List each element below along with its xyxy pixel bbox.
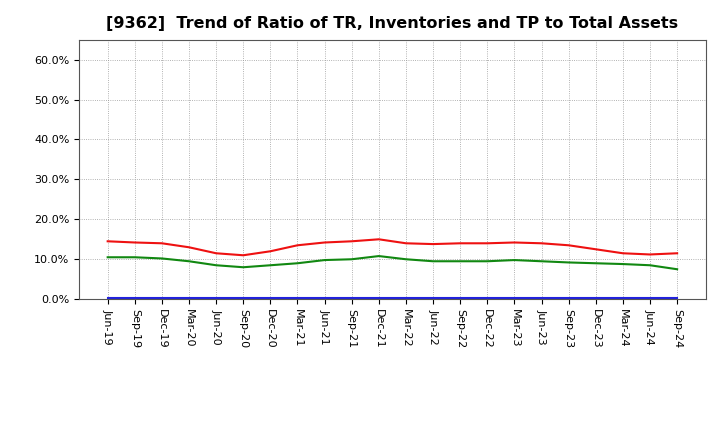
Inventories bbox=[320, 295, 329, 301]
Trade Payables bbox=[483, 259, 492, 264]
Trade Receivables bbox=[130, 240, 139, 245]
Trade Payables bbox=[266, 263, 275, 268]
Trade Receivables bbox=[185, 245, 194, 250]
Trade Receivables bbox=[212, 251, 220, 256]
Trade Payables bbox=[564, 260, 573, 265]
Trade Payables bbox=[374, 253, 383, 259]
Trade Receivables bbox=[672, 251, 681, 256]
Trade Payables bbox=[104, 255, 112, 260]
Inventories bbox=[456, 295, 464, 301]
Trade Receivables bbox=[618, 251, 627, 256]
Trade Receivables bbox=[293, 242, 302, 248]
Inventories bbox=[646, 295, 654, 301]
Trade Receivables bbox=[428, 242, 437, 247]
Trade Receivables bbox=[483, 241, 492, 246]
Inventories bbox=[185, 295, 194, 301]
Trade Receivables bbox=[320, 240, 329, 245]
Inventories bbox=[158, 295, 166, 301]
Trade Payables bbox=[293, 260, 302, 266]
Inventories bbox=[483, 295, 492, 301]
Trade Payables bbox=[537, 259, 546, 264]
Inventories bbox=[348, 295, 356, 301]
Trade Payables bbox=[646, 263, 654, 268]
Trade Payables bbox=[158, 256, 166, 261]
Inventories bbox=[212, 295, 220, 301]
Trade Receivables bbox=[510, 240, 518, 245]
Trade Receivables bbox=[646, 252, 654, 257]
Inventories bbox=[130, 295, 139, 301]
Inventories bbox=[104, 295, 112, 301]
Title: [9362]  Trend of Ratio of TR, Inventories and TP to Total Assets: [9362] Trend of Ratio of TR, Inventories… bbox=[107, 16, 678, 32]
Trade Receivables bbox=[402, 241, 410, 246]
Trade Payables bbox=[591, 260, 600, 266]
Trade Payables bbox=[130, 255, 139, 260]
Trade Receivables bbox=[104, 238, 112, 244]
Trade Payables bbox=[348, 257, 356, 262]
Inventories bbox=[239, 295, 248, 301]
Inventories bbox=[293, 295, 302, 301]
Trade Receivables bbox=[348, 238, 356, 244]
Trade Receivables bbox=[591, 247, 600, 252]
Inventories bbox=[618, 295, 627, 301]
Trade Receivables bbox=[374, 237, 383, 242]
Inventories bbox=[591, 295, 600, 301]
Trade Payables bbox=[618, 261, 627, 267]
Trade Receivables bbox=[537, 241, 546, 246]
Inventories bbox=[537, 295, 546, 301]
Inventories bbox=[510, 295, 518, 301]
Trade Payables bbox=[456, 259, 464, 264]
Inventories bbox=[428, 295, 437, 301]
Inventories bbox=[374, 295, 383, 301]
Trade Payables bbox=[510, 257, 518, 263]
Trade Payables bbox=[402, 257, 410, 262]
Trade Receivables bbox=[239, 253, 248, 258]
Trade Receivables bbox=[564, 242, 573, 248]
Inventories bbox=[564, 295, 573, 301]
Trade Payables bbox=[239, 264, 248, 270]
Trade Payables bbox=[672, 267, 681, 272]
Trade Payables bbox=[428, 259, 437, 264]
Inventories bbox=[402, 295, 410, 301]
Trade Payables bbox=[185, 259, 194, 264]
Line: Trade Payables: Trade Payables bbox=[108, 256, 677, 269]
Trade Payables bbox=[212, 263, 220, 268]
Line: Trade Receivables: Trade Receivables bbox=[108, 239, 677, 255]
Trade Receivables bbox=[266, 249, 275, 254]
Inventories bbox=[672, 295, 681, 301]
Trade Receivables bbox=[456, 241, 464, 246]
Trade Receivables bbox=[158, 241, 166, 246]
Trade Payables bbox=[320, 257, 329, 263]
Inventories bbox=[266, 295, 275, 301]
